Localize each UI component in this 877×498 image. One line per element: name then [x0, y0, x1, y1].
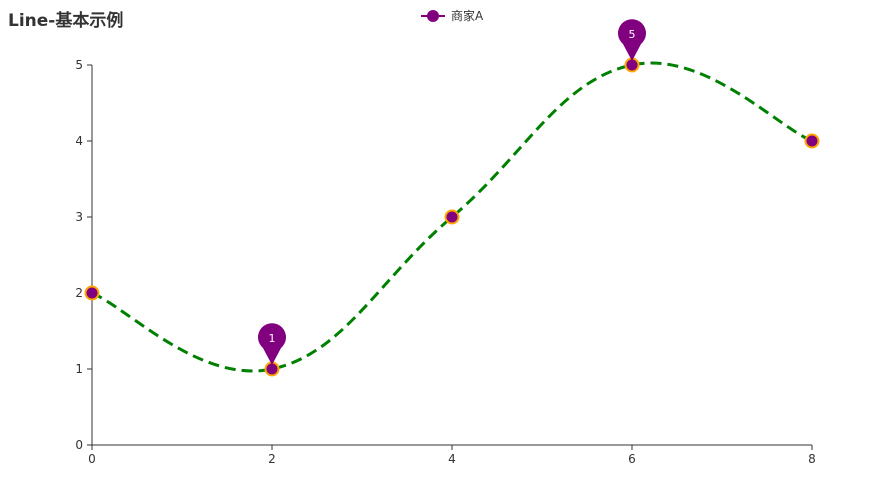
- mark-point-max: 5: [618, 19, 646, 61]
- data-point[interactable]: [84, 285, 100, 301]
- y-axis-ticks: 0 1 2 3 4 5: [75, 58, 92, 452]
- x-tick-label: 4: [448, 452, 456, 466]
- x-tick-label: 6: [628, 452, 636, 466]
- x-tick-label: 2: [268, 452, 276, 466]
- legend-marker: [427, 10, 439, 22]
- pin-shape: [618, 19, 646, 61]
- x-tick-label: 0: [88, 452, 96, 466]
- y-tick-label: 5: [75, 58, 83, 72]
- y-tick-label: 4: [75, 134, 83, 148]
- legend[interactable]: 商家A: [421, 8, 484, 23]
- pin-label: 5: [629, 28, 636, 41]
- y-tick-label: 3: [75, 210, 83, 224]
- y-tick-label: 0: [75, 438, 83, 452]
- series-points: [84, 57, 820, 377]
- y-tick-label: 2: [75, 286, 83, 300]
- legend-label: 商家A: [451, 8, 484, 23]
- data-point[interactable]: [804, 133, 820, 149]
- mark-point-min: 1: [258, 323, 286, 365]
- mark-points: 51: [258, 19, 646, 365]
- x-tick-label: 8: [808, 452, 816, 466]
- y-tick-label: 1: [75, 362, 83, 376]
- pin-label: 1: [269, 332, 276, 345]
- x-axis-ticks: 0 2 4 6 8: [88, 445, 816, 466]
- data-point[interactable]: [444, 209, 460, 225]
- pin-shape: [258, 323, 286, 365]
- series-line: [91, 61, 813, 373]
- chart-title: Line-基本示例: [8, 11, 124, 31]
